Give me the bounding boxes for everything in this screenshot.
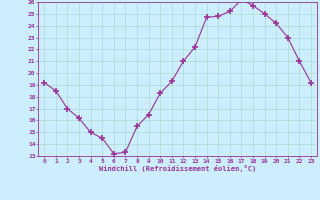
X-axis label: Windchill (Refroidissement éolien,°C): Windchill (Refroidissement éolien,°C): [99, 165, 256, 172]
